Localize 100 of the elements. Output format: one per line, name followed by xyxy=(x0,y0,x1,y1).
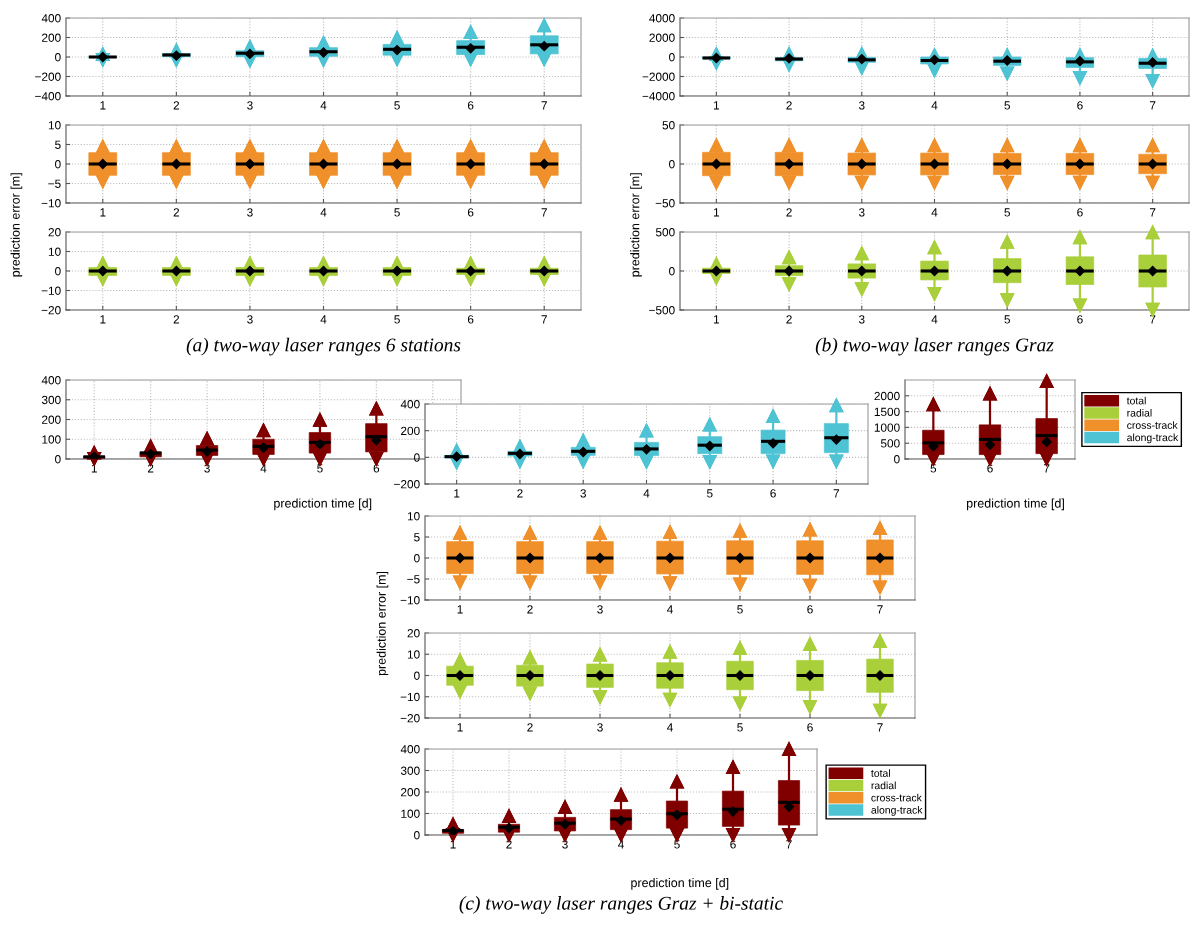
y-tick-label: 300 xyxy=(41,395,61,405)
y-tick-label: −10 xyxy=(41,286,61,295)
y-tick-label: 2000 xyxy=(874,391,900,401)
x-tick-label: 4 xyxy=(931,315,938,324)
x-tick-label: 1 xyxy=(100,101,106,110)
x-tick-label: 3 xyxy=(247,101,253,110)
y-tick-label: 10 xyxy=(48,247,61,256)
x-tick-label: 3 xyxy=(247,315,253,324)
y-tick-label: 1000 xyxy=(874,423,900,432)
x-tick-label: 7 xyxy=(877,605,883,614)
x-tick-label: 2 xyxy=(147,464,154,473)
x-tick-label: 5 xyxy=(706,489,713,498)
legend-label: cross-track xyxy=(871,793,922,802)
y-tick-label: −4000 xyxy=(642,92,675,101)
text: (a) two-way laser ranges 6 stations xyxy=(186,337,461,356)
x-tick-label: 3 xyxy=(858,315,865,324)
x-tick-label: 5 xyxy=(394,208,400,217)
legend-label: radial xyxy=(1127,409,1152,417)
x-tick-label: 1 xyxy=(713,101,720,110)
y-tick-label: 0 xyxy=(669,53,675,62)
legend-label: total xyxy=(1126,396,1146,405)
x-tick-label: 7 xyxy=(541,101,547,110)
x-tick-label: 6 xyxy=(770,489,776,498)
x-tick-label: 4 xyxy=(931,101,938,110)
x-tick-label: 3 xyxy=(858,101,865,110)
x-tick-label: 6 xyxy=(467,101,474,110)
x-tick-label: 4 xyxy=(617,840,624,849)
x-tick-label: 7 xyxy=(1149,208,1156,217)
y-tick-label: 300 xyxy=(400,766,420,775)
legend-label: cross-track xyxy=(1127,421,1178,429)
y-tick-label: 20 xyxy=(407,629,420,638)
y-tick-label: 400 xyxy=(41,14,61,23)
y-tick-label: 10 xyxy=(48,121,61,130)
y-tick-label: −200 xyxy=(394,480,420,489)
x-tick-label: 7 xyxy=(541,315,547,324)
x-tick-label: 4 xyxy=(931,208,938,217)
y-tick-label: 400 xyxy=(400,400,420,409)
y-tick-label: 400 xyxy=(41,376,61,385)
y-tick-label: 200 xyxy=(42,33,61,42)
x-tick-label: 7 xyxy=(877,723,883,732)
x-tick-label: 5 xyxy=(1004,101,1010,110)
text: (c) two-way laser ranges Graz + bi-static xyxy=(459,896,783,914)
x-tick-label: 3 xyxy=(247,208,253,217)
x-tick-label: 3 xyxy=(858,208,865,217)
x-tick-label: 5 xyxy=(394,315,400,324)
y-tick-label: 50 xyxy=(662,121,675,130)
y-tick-label: 0 xyxy=(414,671,420,680)
y-tick-label: 0 xyxy=(55,53,61,62)
y-axis-title: prediction error [m] xyxy=(10,173,23,277)
x-tick-label: 1 xyxy=(457,605,463,614)
y-tick-label: 0 xyxy=(55,267,61,276)
x-tick-label: 1 xyxy=(713,315,720,324)
x-tick-label: 5 xyxy=(1004,208,1010,217)
y-tick-label: 500 xyxy=(655,228,675,237)
x-tick-label: 5 xyxy=(1004,315,1010,324)
x-tick-label: 5 xyxy=(737,605,743,614)
x-tick-label: 6 xyxy=(1077,101,1083,110)
y-tick-label: −5 xyxy=(407,575,420,584)
x-tick-label: 3 xyxy=(597,723,603,732)
x-tick-label: 3 xyxy=(597,605,603,614)
x-tick-label: 2 xyxy=(786,315,792,324)
x-tick-label: 4 xyxy=(666,723,673,732)
x-tick-label: 6 xyxy=(807,723,813,732)
y-tick-label: 10 xyxy=(407,650,420,659)
x-tick-label: 2 xyxy=(173,208,180,217)
x-tick-label: 1 xyxy=(100,315,106,324)
x-tick-label: 4 xyxy=(320,208,327,217)
x-tick-label: 2 xyxy=(527,605,533,614)
y-tick-label: 1500 xyxy=(874,407,900,416)
y-tick-label: 200 xyxy=(42,415,61,424)
x-tick-label: 6 xyxy=(1077,208,1083,217)
legend-label: radial xyxy=(871,781,896,790)
y-tick-label: 100 xyxy=(401,809,420,818)
y-tick-label: −10 xyxy=(400,596,420,605)
y-axis-title: prediction error [m] xyxy=(630,173,642,277)
x-tick-label: 1 xyxy=(100,208,106,217)
y-tick-label: 0 xyxy=(414,453,420,462)
x-tick-label: 1 xyxy=(457,723,463,732)
y-tick-label: −10 xyxy=(41,199,61,208)
y-tick-label: −10 xyxy=(400,692,420,702)
y-tick-label: 0 xyxy=(669,160,675,169)
y-tick-label: 0 xyxy=(55,160,61,169)
x-tick-label: 7 xyxy=(833,489,840,498)
y-tick-label: −200 xyxy=(35,72,61,81)
x-tick-label: 6 xyxy=(467,208,474,217)
y-tick-label: 20 xyxy=(48,228,61,237)
y-tick-label: 200 xyxy=(401,426,420,436)
x-tick-label: 2 xyxy=(786,208,792,217)
x-tick-label: 4 xyxy=(320,101,327,110)
x-tick-label: 2 xyxy=(527,723,533,732)
y-tick-label: 400 xyxy=(400,745,420,754)
y-tick-label: 0 xyxy=(414,554,420,563)
x-tick-label: 4 xyxy=(320,315,327,324)
text: (b) two-way laser ranges Graz xyxy=(815,337,1054,356)
x-tick-label: 4 xyxy=(666,605,673,614)
x-tick-label: 6 xyxy=(807,605,813,614)
legend-label: along-track xyxy=(1127,433,1179,444)
x-tick-label: 7 xyxy=(541,208,547,217)
y-tick-label: 100 xyxy=(42,435,61,444)
y-tick-label: 0 xyxy=(669,267,675,276)
